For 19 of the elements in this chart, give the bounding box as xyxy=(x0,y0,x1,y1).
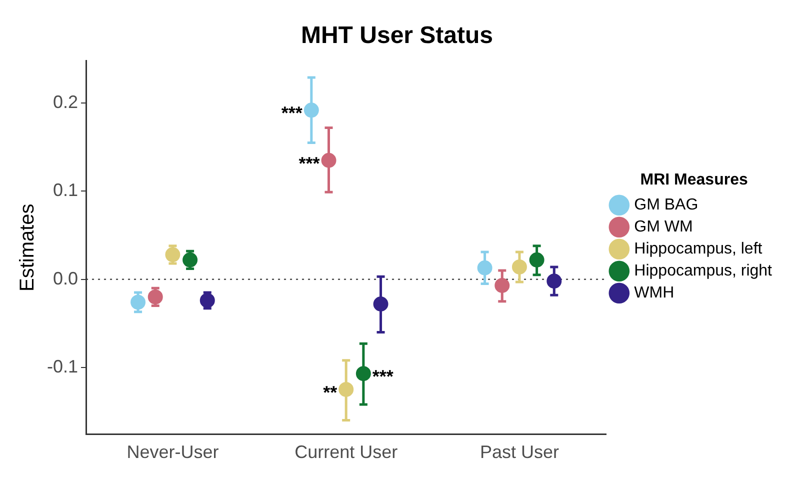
y-tick-label: 0.1 xyxy=(52,180,78,200)
chart-title: MHT User Status xyxy=(300,22,494,50)
y-tick-label: 0.0 xyxy=(52,268,78,288)
legend-label: WMH xyxy=(634,284,674,302)
legend-label: GM WM xyxy=(634,218,693,236)
legend-label: GM BAG xyxy=(634,196,698,214)
y-axis-title: Estimates xyxy=(16,204,39,292)
x-tick-label: Current User xyxy=(294,442,398,462)
x-tick-label: Never-User xyxy=(126,442,219,462)
data-label: *** xyxy=(372,366,394,387)
x-tick-label: Past User xyxy=(480,442,559,462)
y-tick-label: 0.2 xyxy=(52,92,78,112)
data-label: *** xyxy=(281,103,302,124)
data-label: ** xyxy=(323,382,338,402)
legend-label: Hippocampus, right xyxy=(634,262,773,280)
y-tick-label: -0.1 xyxy=(46,356,78,376)
legend-title: MRI Measures xyxy=(640,171,748,188)
legend-label: Hippocampus, left xyxy=(634,240,763,258)
data-label: *** xyxy=(298,153,320,174)
